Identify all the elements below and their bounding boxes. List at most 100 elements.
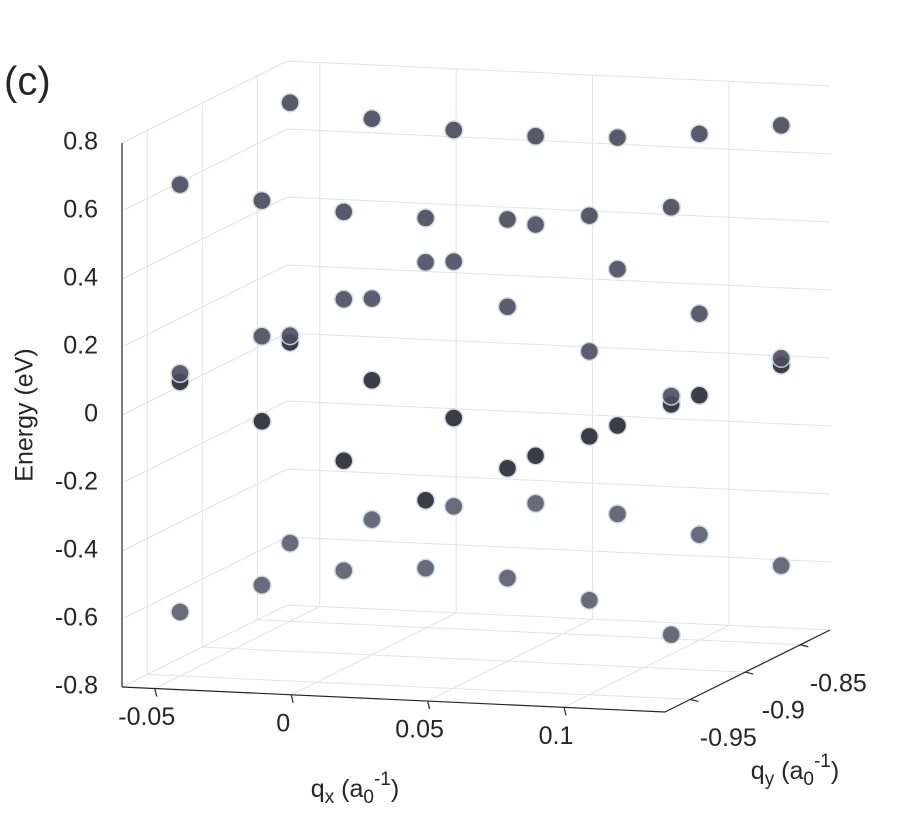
z-tick-label: -0.6 [55,604,98,632]
point [170,174,190,195]
z-grid-line [121,332,288,416]
point [334,560,354,581]
y-grid-line [202,646,746,673]
point [771,555,791,576]
x-tick-label: 0 [276,709,290,737]
point [525,493,546,514]
z-grid-line [121,196,288,280]
z-grid-line [286,400,831,427]
point [525,126,546,146]
z-tick-label: 0.6 [63,196,98,224]
point [579,590,600,611]
z-grid-line [121,468,288,552]
point [252,575,272,595]
y-tick-label: -0.9 [762,697,805,725]
point [497,568,518,588]
x-tick [427,700,431,710]
z-axis-label: Energy (eV) [11,348,39,481]
axis-line [664,629,831,713]
point [252,411,272,432]
label-part: 0 [803,769,814,790]
label-part: -1 [814,751,831,772]
label-part: q [751,757,765,785]
z-tick-label: 0.2 [63,332,98,360]
point [444,120,464,140]
label-part: ) [831,757,839,785]
point [415,558,436,578]
point [362,109,382,129]
point [661,386,681,406]
point [444,496,464,517]
label-part: 0 [363,787,374,808]
x-tick [290,694,294,703]
label-part: (a [334,775,363,803]
point [334,289,354,310]
z-grid-line [121,128,288,212]
point [444,251,464,272]
point [689,524,710,545]
x-grid-line [563,624,730,708]
x-grid-line [427,618,593,702]
point [170,363,190,384]
point [444,408,464,428]
point [771,348,791,369]
point [415,252,436,272]
point [415,208,436,228]
x-tick-label: -0.05 [118,703,175,731]
z-grid-line [286,60,831,87]
z-grid-line [286,332,831,359]
z-grid-line [121,604,288,688]
y-tick-label: -0.85 [810,669,867,697]
point [170,602,190,622]
point [252,326,272,347]
z-tick-label: -0.4 [55,536,98,564]
y-tick [690,698,699,703]
z-grid-line [286,264,831,291]
point [579,205,600,226]
point [362,370,382,390]
panel-label: (c) [4,60,51,104]
z-grid-line [121,536,288,620]
z-tick-label: -0.2 [55,468,98,496]
point [280,325,300,346]
point [661,197,681,217]
point [689,303,710,324]
point [689,124,710,144]
x-grid-line [290,612,457,696]
point [689,385,710,406]
point [362,509,382,530]
point [497,297,518,317]
z-grid-line [286,128,831,155]
label-part: x [325,787,335,808]
point [497,209,518,230]
z-grid-line [121,264,288,348]
y-tick [800,644,809,648]
point [607,504,628,524]
point [334,202,354,222]
y-tick [745,671,754,675]
point [415,490,436,510]
x-axis-label: qx (a0-1) [311,769,399,808]
x-tick [154,688,158,697]
z-tick-label: 0.8 [63,128,98,156]
y-grid-line [257,619,801,646]
point [579,341,600,362]
point [771,115,791,136]
point [607,127,628,148]
point [607,415,628,436]
point [607,259,628,279]
z-grid-line [121,60,288,144]
x-tick-label: 0.05 [395,716,444,744]
label-part: (a [774,757,803,785]
y-axis-label: qy (a0-1) [751,751,839,790]
y-tick-label: -0.95 [700,724,757,752]
label-part: -1 [374,769,391,790]
x-tick-label: 0.1 [539,722,574,750]
label-part: q [311,775,325,803]
x-grid-line [154,606,320,689]
point [661,624,681,645]
point [525,446,546,466]
z-tick-label: -0.8 [55,672,98,700]
label-part: ) [391,775,399,803]
